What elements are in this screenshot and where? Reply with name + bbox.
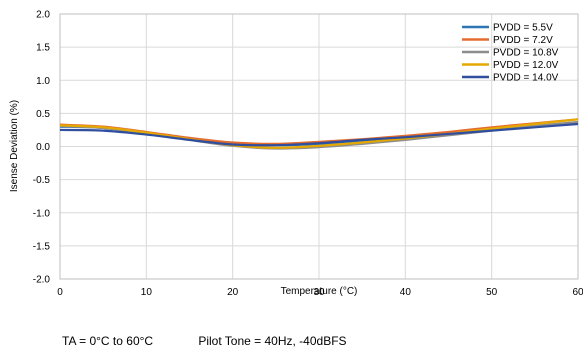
plot-area-border: [59, 13, 579, 280]
axes: [59, 13, 579, 280]
series-line: [59, 118, 579, 149]
y-tick-label: -1.0: [33, 208, 51, 219]
y-tick-label: 1.5: [36, 43, 50, 54]
test-conditions-footnote: TA = 0°C to 60°C Pilot Tone = 40Hz, -40d…: [62, 334, 347, 348]
y-tick-label: 1.0: [36, 76, 50, 87]
pilot-tone-note: Pilot Tone = 40Hz, -40dBFS: [198, 334, 347, 348]
legend-label: PVDD = 12.0V: [493, 60, 559, 71]
series-line: [59, 122, 579, 147]
legend-label: PVDD = 10.8V: [493, 48, 559, 59]
x-tick-label: 60: [572, 287, 583, 298]
x-axis-label: Temperature (°C): [281, 286, 358, 297]
series-lines: [59, 118, 579, 150]
legend-label: PVDD = 7.2V: [493, 35, 553, 46]
x-tick-label: 40: [400, 287, 412, 298]
x-tick-label: 0: [57, 287, 63, 298]
tick-labels: 2.0 1.5 1.0 0.5 0.0 -0.5 -1.0 -1.5 -2.0 0 10 20 30 40…: [33, 10, 583, 299]
x-tick-label: 50: [486, 287, 498, 298]
y-tick-label: 2.0: [36, 10, 50, 21]
x-tick-label: 30: [313, 287, 325, 298]
x-tick-label: 20: [227, 287, 239, 298]
y-tick-label: 0.5: [36, 109, 50, 120]
x-tick-label: 10: [141, 287, 153, 298]
temperature-range-note: TA = 0°C to 60°C: [62, 334, 154, 348]
y-tick-label: -1.5: [33, 241, 51, 252]
y-axis-label: Isense Deviation (%): [9, 100, 20, 192]
line-chart: 2.0 1.5 1.0 0.5 0.0 -0.5 -1.0 -1.5 -2.0 0 10 20 30 40…: [9, 10, 583, 299]
y-tick-label: -0.5: [33, 175, 51, 186]
legend-label: PVDD = 5.5V: [493, 23, 553, 34]
legend-label: PVDD = 14.0V: [493, 73, 559, 84]
y-tick-label: 0.0: [36, 142, 50, 153]
y-tick-label: -2.0: [33, 275, 51, 286]
